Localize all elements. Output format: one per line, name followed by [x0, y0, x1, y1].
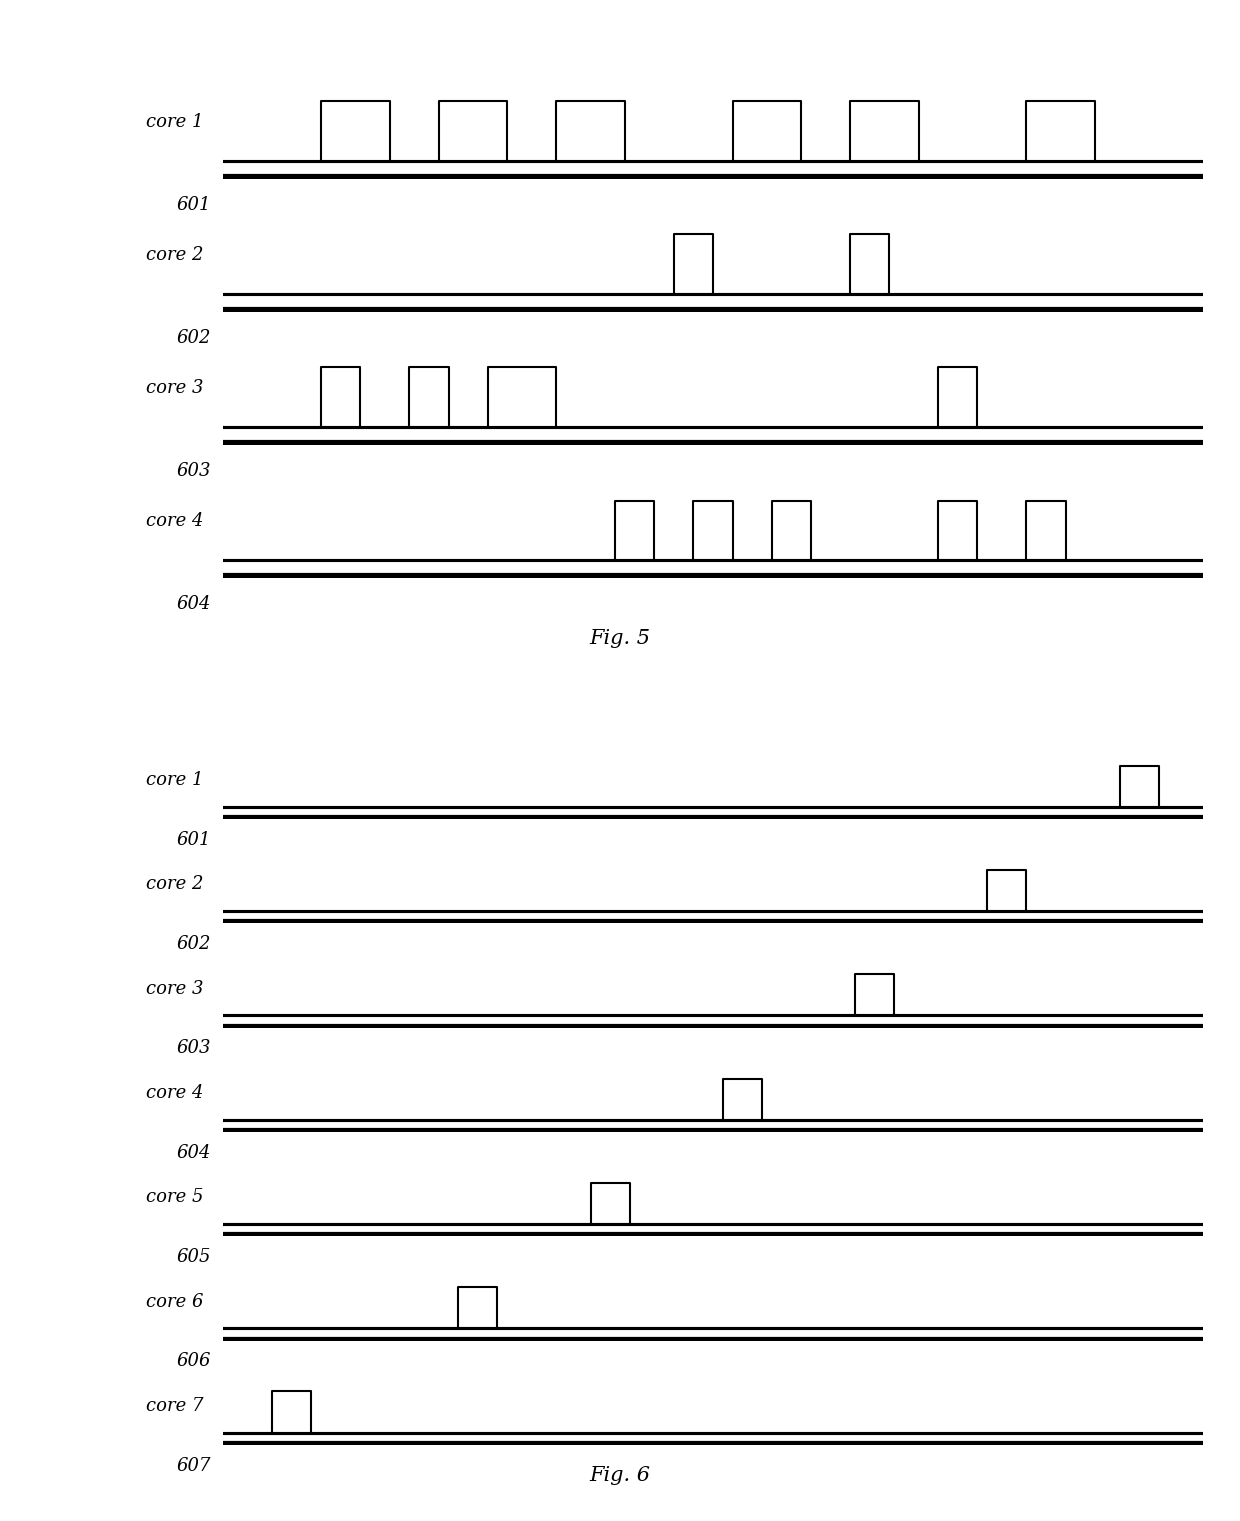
Text: core 2: core 2 [146, 246, 203, 265]
Text: core 4: core 4 [146, 513, 203, 531]
Text: core 1: core 1 [146, 771, 203, 789]
Text: 603: 603 [176, 1039, 211, 1057]
Text: 602: 602 [176, 935, 211, 954]
Text: core 3: core 3 [146, 980, 203, 998]
Text: core 3: core 3 [146, 379, 203, 397]
Text: Fig. 5: Fig. 5 [589, 630, 651, 648]
Text: core 7: core 7 [146, 1396, 203, 1415]
Text: 603: 603 [176, 462, 211, 479]
Text: 602: 602 [176, 329, 211, 347]
Text: 604: 604 [176, 595, 211, 613]
Text: 604: 604 [176, 1144, 211, 1162]
Text: core 1: core 1 [146, 113, 203, 131]
Text: core 5: core 5 [146, 1188, 203, 1206]
Text: core 6: core 6 [146, 1293, 203, 1311]
Text: core 4: core 4 [146, 1084, 203, 1101]
Text: 601: 601 [176, 196, 211, 213]
Text: 606: 606 [176, 1352, 211, 1370]
Text: core 2: core 2 [146, 876, 203, 893]
Text: 601: 601 [176, 830, 211, 849]
Text: 605: 605 [176, 1249, 211, 1265]
Text: 607: 607 [176, 1457, 211, 1475]
Text: Fig. 6: Fig. 6 [589, 1466, 651, 1484]
